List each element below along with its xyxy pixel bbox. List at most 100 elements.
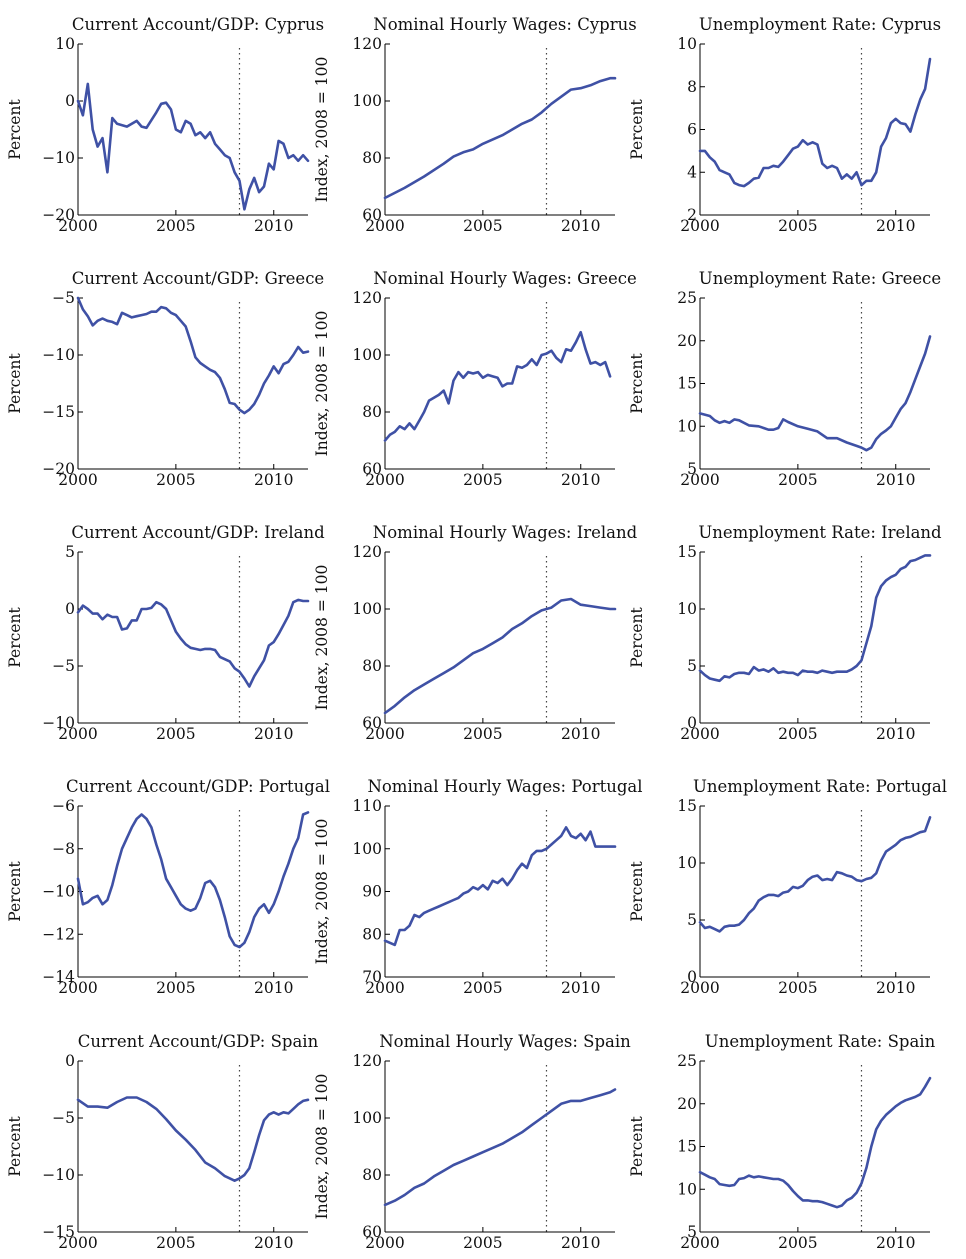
y-tick-label: −15: [42, 1223, 75, 1241]
chart-title: Current Account/GDP: Ireland: [71, 523, 325, 542]
y-tick-label: 5: [687, 911, 697, 929]
y-tick-label: 20: [677, 332, 697, 350]
y-tick-label: 0: [687, 714, 697, 732]
x-tick-label: 2000: [680, 725, 719, 743]
x-tick-label: 2010: [254, 471, 293, 489]
y-tick-label: 5: [65, 543, 75, 561]
y-tick-label: 90: [362, 883, 382, 901]
chart-panel: Current Account/GDP: Greece Percent −20 −15…: [6, 269, 324, 489]
y-axis-label: Index, 2008 = 100: [313, 57, 331, 203]
y-tick-label: 100: [352, 600, 382, 618]
x-tick-label: 2005: [156, 1234, 195, 1252]
chart-panel: Nominal Hourly Wages: Spain Index, 2008 =…: [313, 1032, 631, 1252]
y-tick-label: 60: [362, 460, 382, 478]
chart-title: Unemployment Rate: Spain: [705, 1032, 936, 1051]
y-tick-label: 120: [352, 289, 382, 307]
y-tick-label: 10: [677, 35, 697, 53]
chart-panel: Current Account/GDP: Spain Percent −15 −10 −…: [6, 1032, 319, 1252]
y-tick-label: 60: [362, 206, 382, 224]
chart-panel: Unemployment Rate: Ireland Percent 0 5 10 15 2…: [628, 523, 942, 743]
y-tick-label: −15: [42, 403, 75, 421]
y-tick-label: 100: [352, 92, 382, 110]
x-tick-label: 2010: [876, 217, 915, 235]
series-line: [76, 1096, 310, 1182]
y-tick-label: 8: [687, 78, 697, 96]
x-tick-label: 2010: [561, 725, 600, 743]
chart-panel: Unemployment Rate: Cyprus Percent 2 4 6 8 10 20…: [628, 15, 941, 235]
x-tick-label: 2010: [876, 471, 915, 489]
chart-title: Nominal Hourly Wages: Ireland: [373, 523, 638, 542]
y-axis-label: Percent: [628, 607, 646, 668]
chart-panel: Current Account/GDP: Cyprus Percent −20 −10…: [6, 15, 324, 235]
y-axis-label: Percent: [6, 353, 24, 414]
y-axis-label: Percent: [6, 607, 24, 668]
y-tick-label: 15: [677, 1138, 697, 1156]
x-tick-label: 2005: [156, 725, 195, 743]
series-line: [383, 826, 617, 947]
x-tick-label: 2010: [561, 471, 600, 489]
y-tick-label: 10: [677, 417, 697, 435]
y-tick-label: 15: [677, 797, 697, 815]
x-tick-label: 2005: [463, 979, 502, 997]
y-tick-label: −14: [42, 968, 75, 986]
y-tick-label: 10: [677, 854, 697, 872]
series-line: [698, 816, 932, 933]
y-tick-label: 5: [687, 1223, 697, 1241]
y-tick-label: 5: [687, 460, 697, 478]
series-line: [698, 1076, 932, 1209]
y-axis-label: Index, 2008 = 100: [313, 819, 331, 965]
y-tick-label: −5: [52, 657, 75, 675]
x-tick-label: 2010: [254, 725, 293, 743]
y-axis-label: Percent: [628, 861, 646, 922]
y-tick-label: −5: [52, 1109, 75, 1127]
y-tick-label: 0: [65, 92, 75, 110]
series-line: [383, 76, 617, 200]
chart-panel: Nominal Hourly Wages: Cyprus Index, 2008 …: [313, 15, 637, 235]
y-tick-label: −8: [52, 840, 75, 858]
y-tick-label: 120: [352, 1052, 382, 1070]
chart-title: Unemployment Rate: Cyprus: [699, 15, 941, 34]
x-tick-label: 2000: [680, 979, 719, 997]
x-tick-label: 2000: [58, 471, 97, 489]
x-tick-label: 2000: [365, 979, 404, 997]
y-tick-label: 80: [362, 1166, 382, 1184]
series-line: [76, 598, 310, 688]
x-tick-label: 2010: [254, 217, 293, 235]
chart-panel: Unemployment Rate: Greece Percent 5 10 15 20 2…: [628, 269, 941, 489]
chart-title: Nominal Hourly Wages: Spain: [379, 1032, 631, 1051]
x-tick-label: 2010: [561, 1234, 600, 1252]
y-tick-label: 80: [362, 657, 382, 675]
chart-title: Current Account/GDP: Portugal: [66, 777, 330, 796]
y-axis-label: Percent: [628, 1116, 646, 1177]
y-tick-label: 60: [362, 714, 382, 732]
y-tick-label: 15: [677, 543, 697, 561]
chart-panel: Nominal Hourly Wages: Ireland Index, 2008…: [313, 523, 638, 743]
y-tick-label: −20: [42, 460, 75, 478]
series-line: [698, 335, 932, 452]
x-tick-label: 2005: [156, 471, 195, 489]
series-line: [383, 330, 612, 442]
y-tick-label: 15: [677, 375, 697, 393]
chart-title: Current Account/GDP: Cyprus: [72, 15, 324, 34]
y-tick-label: −10: [42, 714, 75, 732]
x-tick-label: 2010: [254, 979, 293, 997]
y-tick-label: −10: [42, 346, 75, 364]
y-tick-label: −10: [42, 883, 75, 901]
y-tick-label: 100: [352, 840, 382, 858]
y-tick-label: 120: [352, 543, 382, 561]
y-tick-label: 70: [362, 968, 382, 986]
x-tick-label: 2000: [58, 217, 97, 235]
x-tick-label: 2010: [876, 1234, 915, 1252]
chart-title: Nominal Hourly Wages: Cyprus: [373, 15, 636, 34]
y-tick-label: 25: [677, 1052, 697, 1070]
y-tick-label: 2: [687, 206, 697, 224]
x-tick-label: 2005: [778, 217, 817, 235]
y-tick-label: 100: [352, 1109, 382, 1127]
chart-title: Unemployment Rate: Ireland: [698, 523, 942, 542]
chart-panel: Current Account/GDP: Ireland Percent −10 −5…: [6, 523, 325, 743]
x-tick-label: 2000: [365, 725, 404, 743]
y-tick-label: 4: [687, 163, 697, 181]
y-tick-label: 80: [362, 149, 382, 167]
chart-title: Nominal Hourly Wages: Greece: [373, 269, 637, 288]
y-tick-label: 80: [362, 403, 382, 421]
